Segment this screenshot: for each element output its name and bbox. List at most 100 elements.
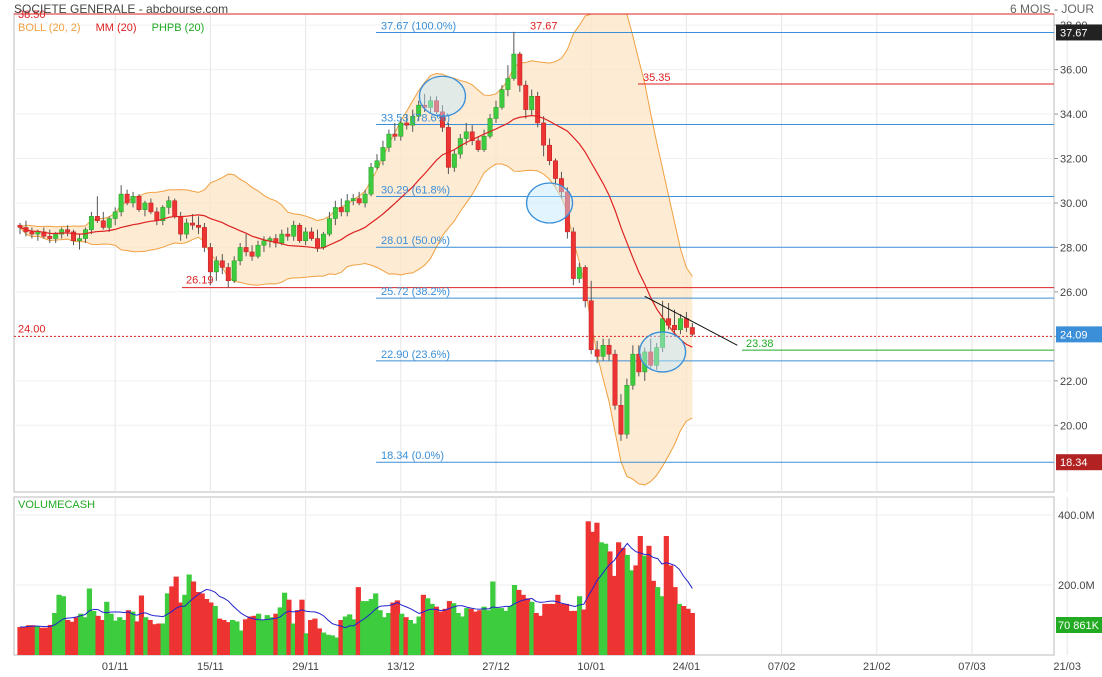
annotation-circle — [418, 75, 467, 117]
volume-average-line — [20, 542, 693, 629]
candle-body — [65, 229, 71, 233]
candle-body — [660, 318, 666, 348]
candle-body — [374, 160, 380, 168]
candle-body — [17, 224, 23, 228]
candle-body — [124, 193, 130, 204]
candle-body — [213, 260, 219, 273]
candle-body — [683, 318, 689, 328]
volume-bar — [451, 603, 457, 655]
volume-bar — [407, 620, 413, 655]
y-tick-label: 28.00 — [1060, 242, 1088, 254]
candle-body — [219, 260, 225, 268]
volume-bar — [524, 598, 531, 655]
volume-bar — [485, 610, 492, 655]
volume-bar — [572, 610, 578, 655]
candle-body — [416, 104, 422, 117]
price-tag-label: 24.09 — [1060, 329, 1088, 341]
candle-body — [77, 238, 82, 242]
volume-bar — [550, 603, 557, 655]
volume-bar — [147, 620, 153, 655]
volume-bar — [633, 565, 639, 655]
candle-body — [654, 347, 660, 366]
volume-bar — [516, 589, 522, 655]
candle-body — [648, 351, 654, 366]
volume-bar — [117, 617, 123, 655]
volume-bar — [329, 635, 335, 655]
candle-body — [535, 96, 541, 124]
candle-body — [202, 227, 207, 248]
volume-bar — [73, 617, 79, 655]
volume-bar — [195, 592, 201, 655]
fib-label: 22.90 (23.6%) — [381, 349, 450, 361]
candle-body — [285, 233, 291, 237]
candle-body — [71, 231, 76, 242]
volume-bar — [282, 592, 288, 655]
volume-bar — [420, 594, 427, 655]
vol-y-tick-label: 400.0M — [1058, 510, 1095, 522]
candle-body — [600, 345, 606, 357]
volume-bar — [199, 593, 205, 655]
candle-body — [106, 218, 112, 228]
volume-bar — [286, 599, 292, 655]
candle-body — [326, 218, 332, 235]
volume-bar — [164, 593, 171, 655]
candle-body — [249, 251, 255, 257]
fib-label: 33.53 (78.6%) — [381, 112, 450, 124]
volume-bar — [377, 610, 383, 655]
volume-bar — [594, 522, 600, 655]
volume-bar — [321, 632, 327, 655]
candle-body — [511, 53, 517, 79]
fib-label: 18.34 (0.0%) — [381, 450, 444, 462]
volume-bar — [177, 602, 184, 655]
candle-body — [672, 325, 677, 330]
volume-bar — [251, 615, 257, 655]
fib-label: 28.01 (50.0%) — [381, 235, 450, 247]
volume-bar — [681, 606, 687, 655]
volume-bar — [576, 596, 583, 655]
bollinger-lower — [19, 163, 693, 486]
volume-bar — [238, 630, 244, 655]
volume-bar — [425, 598, 431, 655]
candle-body — [47, 236, 53, 239]
volume-bar — [429, 603, 435, 655]
volume-bar — [637, 536, 643, 655]
legend-boll: BOLL (20, 2) — [18, 22, 81, 34]
candle-body — [321, 233, 326, 248]
candle-body — [148, 202, 154, 213]
candle-body — [35, 231, 41, 235]
candle-body — [231, 260, 237, 282]
volume-bar — [316, 628, 322, 655]
candle-body — [493, 107, 499, 119]
candle-body — [207, 247, 213, 273]
candle-body — [594, 349, 600, 357]
vol-y-tick-label: 200.0M — [1058, 580, 1095, 592]
candle-body — [445, 127, 451, 168]
candle-body — [112, 211, 118, 219]
volume-bar — [568, 610, 574, 655]
price-tag-box — [1056, 326, 1102, 343]
overlays — [19, 75, 738, 373]
candle-body — [94, 216, 100, 222]
volume-bar — [299, 599, 305, 655]
volume-bar — [624, 554, 630, 655]
volume-bar — [60, 596, 66, 655]
candle-body — [410, 116, 416, 126]
candle-body — [154, 211, 160, 222]
volume-bar — [43, 627, 49, 655]
volume-bar — [112, 620, 119, 655]
volume-bars — [17, 521, 695, 655]
labels: 38.50 37.67 (100.0%) 33.53 (78.6%) 30.29 (6… — [18, 9, 774, 462]
volume-bar — [386, 613, 392, 655]
volume-bar — [30, 625, 36, 655]
candle-body — [529, 96, 535, 110]
bollinger-fill — [20, 14, 693, 485]
candle-body — [362, 193, 368, 204]
volume-bar — [17, 627, 23, 655]
volume-bar — [273, 613, 279, 655]
volume-bar — [394, 600, 400, 655]
volume-bar — [403, 617, 409, 655]
volume-bar — [464, 608, 470, 655]
annotation-circle — [525, 182, 574, 224]
volume-bar — [490, 581, 496, 655]
candle-body — [100, 220, 106, 228]
